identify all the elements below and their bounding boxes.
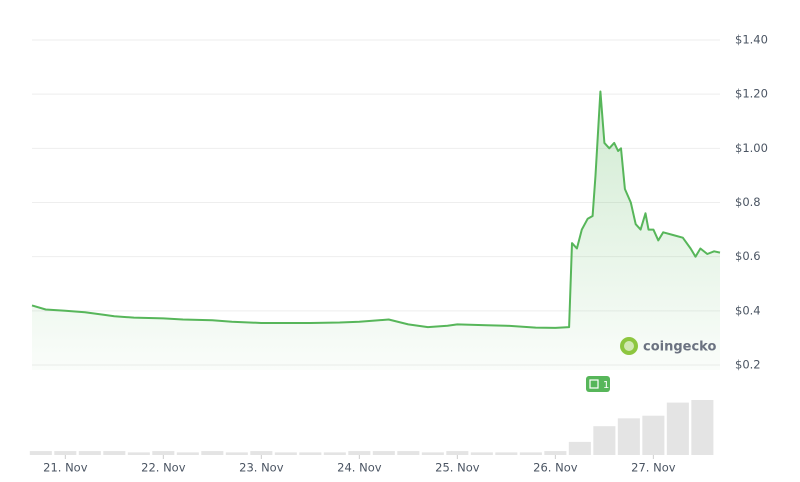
x-tick-label: 24. Nov bbox=[337, 461, 382, 475]
volume-bar bbox=[446, 451, 469, 455]
watermark-text: coingecko bbox=[643, 340, 716, 355]
volume-bar bbox=[103, 451, 126, 455]
volume-bar bbox=[201, 451, 224, 455]
volume-bar bbox=[372, 451, 395, 455]
volume-bar bbox=[323, 452, 346, 455]
watermark: coingecko bbox=[620, 337, 716, 355]
y-tick-label: $1.20 bbox=[735, 87, 768, 101]
volume-bar bbox=[568, 441, 591, 455]
y-tick-label: $0.6 bbox=[735, 249, 761, 263]
volume-bar bbox=[274, 452, 297, 455]
volume-bar bbox=[691, 400, 714, 455]
x-tick-label: 26. Nov bbox=[533, 461, 578, 475]
volume-bar bbox=[519, 452, 542, 455]
volume-bar bbox=[78, 451, 101, 455]
watermark-logo-inner bbox=[624, 341, 634, 351]
volume-bar bbox=[299, 452, 322, 455]
volume-bar bbox=[152, 451, 175, 455]
x-tick-label: 23. Nov bbox=[239, 461, 284, 475]
y-tick-label: $0.8 bbox=[735, 195, 761, 209]
volume-bar bbox=[593, 426, 616, 455]
volume-bar bbox=[348, 451, 371, 455]
price-area bbox=[32, 91, 720, 370]
y-tick-label: $1.00 bbox=[735, 141, 768, 155]
volume-bar bbox=[127, 452, 150, 455]
event-marker-icon bbox=[589, 379, 599, 389]
y-tick-label: $0.2 bbox=[735, 358, 761, 372]
volume-bar bbox=[250, 451, 273, 455]
x-tick-label: 21. Nov bbox=[43, 461, 88, 475]
y-tick-label: $1.40 bbox=[735, 33, 768, 47]
x-tick-label: 27. Nov bbox=[631, 461, 676, 475]
volume-bar bbox=[666, 402, 689, 455]
volume-bar bbox=[495, 452, 518, 455]
volume-bar bbox=[544, 451, 567, 455]
volume-bar bbox=[421, 452, 444, 455]
x-tick-label: 22. Nov bbox=[141, 461, 186, 475]
volume-bar bbox=[470, 452, 493, 455]
y-tick-label: $0.4 bbox=[735, 303, 761, 317]
volume-bar bbox=[29, 451, 52, 455]
volume-bar bbox=[397, 451, 420, 455]
volume-bar bbox=[54, 451, 77, 455]
volume-bar bbox=[617, 418, 640, 455]
price-line bbox=[31, 90, 721, 329]
event-marker[interactable]: 1 bbox=[586, 376, 610, 392]
volume-bar bbox=[642, 415, 665, 455]
event-marker-count: 1 bbox=[603, 380, 609, 391]
x-tick-label: 25. Nov bbox=[435, 461, 480, 475]
volume-bar bbox=[176, 452, 199, 455]
volume-bar bbox=[225, 452, 248, 455]
